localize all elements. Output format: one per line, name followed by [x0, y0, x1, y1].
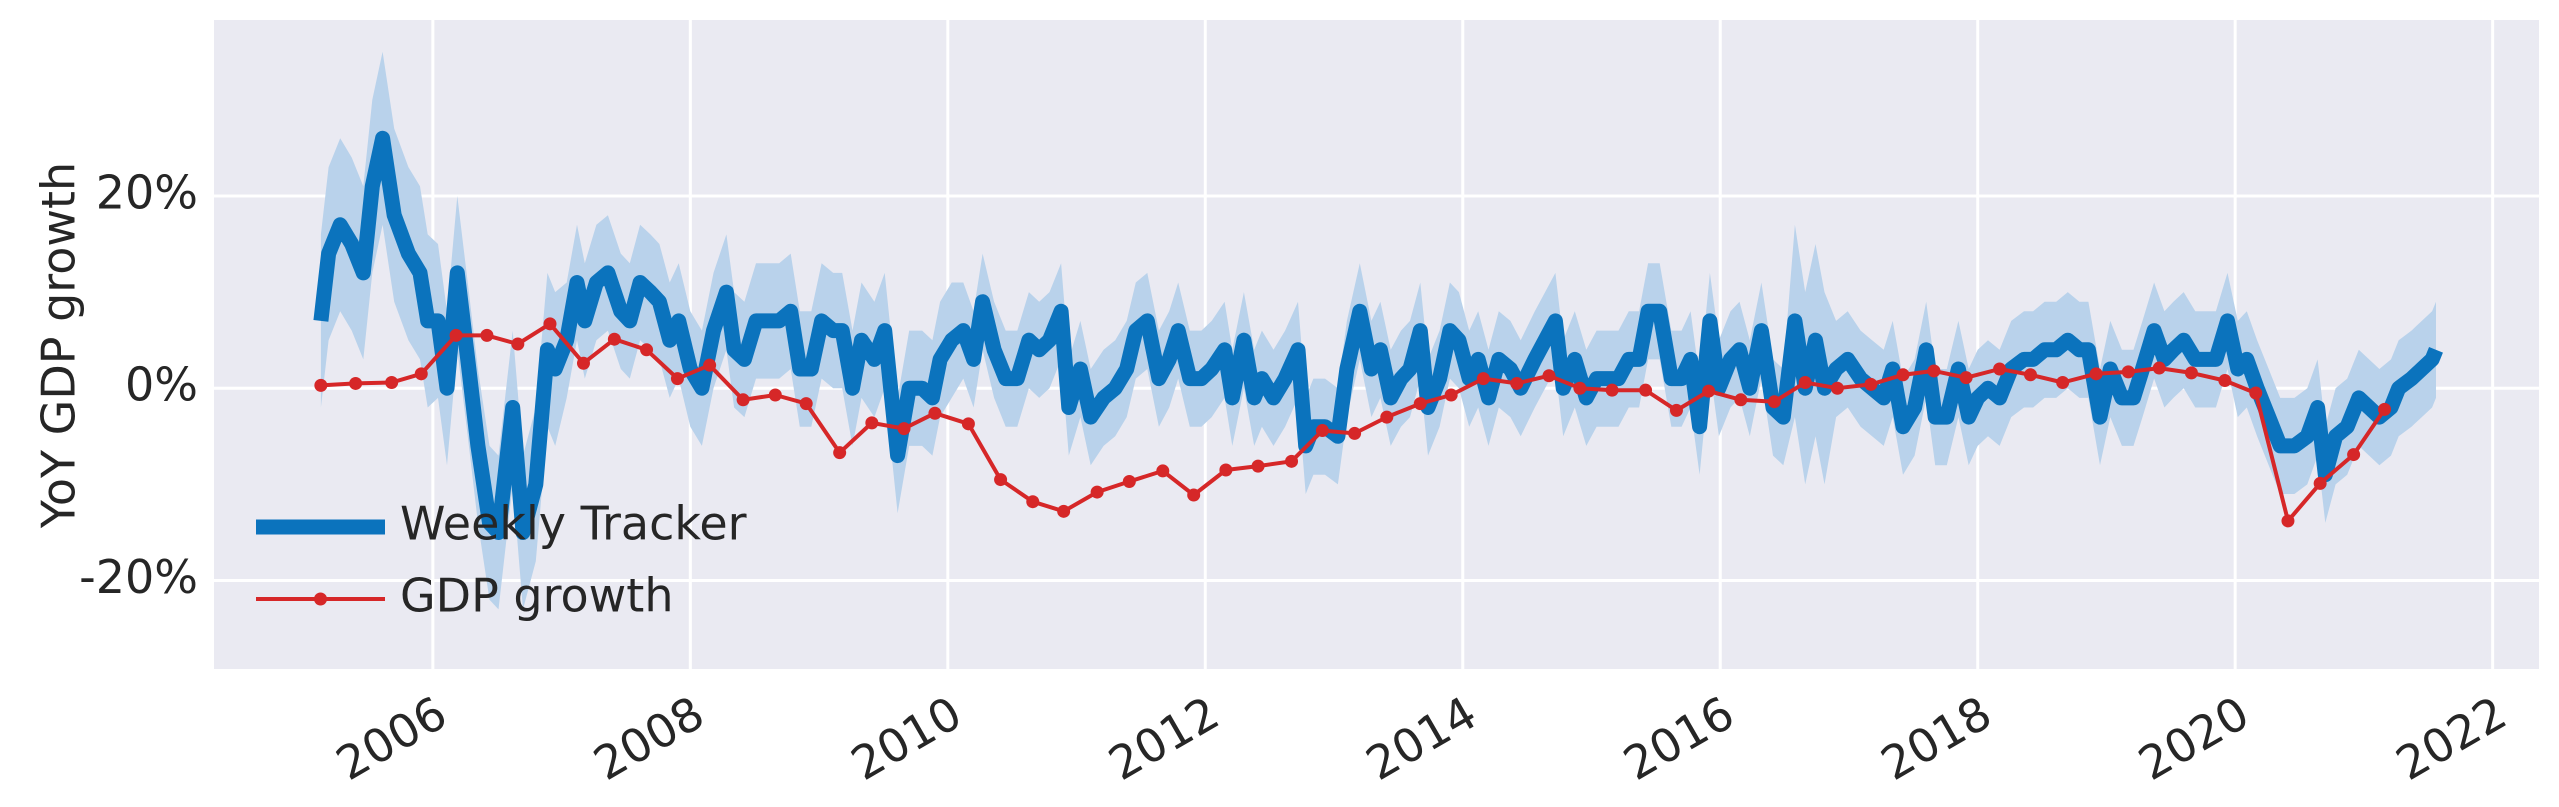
legend-label: Weekly Tracker [400, 497, 747, 551]
point [640, 343, 654, 357]
point [1830, 381, 1844, 395]
point [1927, 364, 1941, 378]
point [1285, 454, 1299, 468]
point [1444, 388, 1458, 402]
line [313, 130, 2443, 540]
point [768, 388, 782, 402]
x-tick-label: 2022 [2387, 686, 2515, 791]
point [2121, 365, 2135, 379]
point [1187, 488, 1201, 502]
point [703, 358, 717, 372]
point [2313, 476, 2327, 490]
point [314, 378, 328, 392]
point [2184, 366, 2198, 380]
x-tick-label: 2012 [1100, 686, 1228, 791]
x-tick-label: 2006 [327, 686, 455, 791]
point [349, 376, 363, 390]
point [2152, 361, 2166, 375]
y-tick-label: -20% [79, 550, 198, 604]
y-tick-label: 20% [96, 165, 198, 219]
x-tick-label: 2014 [1357, 686, 1485, 791]
point [1573, 381, 1587, 395]
point [2023, 368, 2037, 382]
x-tick-label: 2016 [1615, 686, 1743, 791]
series [313, 51, 2443, 610]
point [670, 372, 684, 386]
point [1734, 393, 1748, 407]
point [1219, 463, 1233, 477]
point [1413, 397, 1427, 411]
point [1605, 383, 1619, 397]
point [1896, 368, 1910, 382]
point [1057, 504, 1071, 518]
point [1315, 424, 1329, 438]
point [736, 393, 750, 407]
point [897, 422, 911, 436]
point [961, 417, 975, 431]
point [1476, 372, 1490, 386]
point [1959, 371, 1973, 385]
x-tick-label: 2018 [1872, 686, 2000, 791]
point [1669, 403, 1683, 417]
point [1251, 459, 1265, 473]
point [865, 416, 879, 430]
point [1510, 376, 1524, 390]
point [928, 406, 942, 420]
point [994, 473, 1008, 487]
point [833, 446, 847, 460]
point [543, 317, 557, 331]
series [314, 317, 2392, 528]
point [1993, 362, 2007, 376]
point [1639, 383, 1653, 397]
point [511, 337, 525, 351]
point [2089, 367, 2103, 381]
y-axis-label: YoY GDP growth [32, 162, 86, 529]
point [1090, 485, 1104, 499]
point [414, 367, 428, 381]
point [1798, 375, 1812, 389]
point [1380, 410, 1394, 424]
legend-marker [314, 592, 327, 606]
point [1348, 426, 1362, 440]
point [480, 328, 494, 342]
x-tick-label: 2020 [2129, 686, 2257, 791]
point [2056, 375, 2070, 389]
point [2249, 386, 2263, 400]
point [1702, 384, 1716, 398]
legend-label: GDP growth [400, 569, 673, 623]
point [2281, 514, 2295, 528]
y-tick-label: 0% [125, 358, 198, 412]
point [1122, 475, 1136, 489]
point [1156, 464, 1170, 478]
point [385, 375, 399, 389]
point [2378, 402, 2392, 416]
point [576, 356, 590, 370]
point [799, 397, 813, 411]
point [2218, 374, 2232, 388]
confidence-band [320, 51, 2437, 610]
x-tick-label: 2010 [842, 686, 970, 791]
point [1864, 377, 1878, 391]
point [1542, 369, 1556, 383]
point [1767, 395, 1781, 409]
point [2347, 448, 2361, 462]
x-tick-label: 2008 [585, 686, 713, 791]
point [1026, 495, 1040, 509]
point [607, 332, 621, 346]
point [449, 328, 463, 342]
